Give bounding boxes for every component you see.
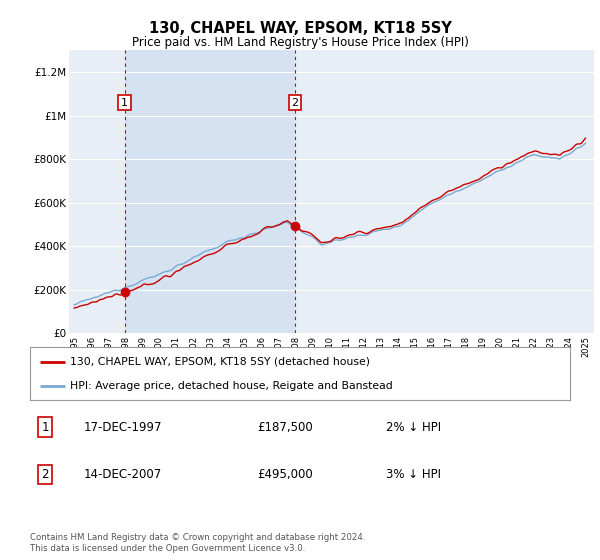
Text: 130, CHAPEL WAY, EPSOM, KT18 5SY (detached house): 130, CHAPEL WAY, EPSOM, KT18 5SY (detach… (71, 357, 371, 367)
Text: £187,500: £187,500 (257, 421, 313, 434)
Text: 14-DEC-2007: 14-DEC-2007 (84, 468, 162, 481)
Text: HPI: Average price, detached house, Reigate and Banstead: HPI: Average price, detached house, Reig… (71, 381, 393, 391)
Text: 2% ↓ HPI: 2% ↓ HPI (386, 421, 442, 434)
Text: £495,000: £495,000 (257, 468, 313, 481)
Bar (125, 50, 295, 333)
Text: 130, CHAPEL WAY, EPSOM, KT18 5SY: 130, CHAPEL WAY, EPSOM, KT18 5SY (149, 21, 451, 36)
Text: 1: 1 (41, 421, 49, 434)
Text: Contains HM Land Registry data © Crown copyright and database right 2024.
This d: Contains HM Land Registry data © Crown c… (30, 533, 365, 553)
Text: 2: 2 (292, 97, 299, 108)
Text: Price paid vs. HM Land Registry's House Price Index (HPI): Price paid vs. HM Land Registry's House … (131, 36, 469, 49)
Text: 1: 1 (121, 97, 128, 108)
Text: 17-DEC-1997: 17-DEC-1997 (84, 421, 163, 434)
Text: 3% ↓ HPI: 3% ↓ HPI (386, 468, 442, 481)
Text: 2: 2 (41, 468, 49, 481)
